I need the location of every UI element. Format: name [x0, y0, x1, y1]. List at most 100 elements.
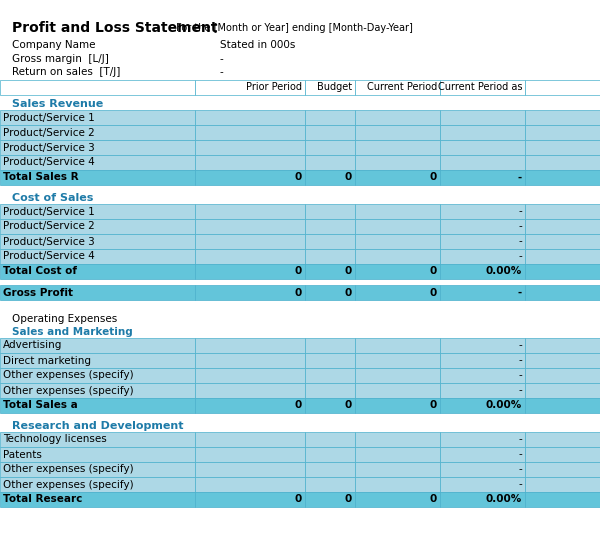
Bar: [525, 477, 600, 492]
Text: For the [Month or Year] ending [Month-Day-Year]: For the [Month or Year] ending [Month-Da…: [173, 23, 413, 33]
Bar: [305, 398, 355, 413]
Text: -: -: [220, 67, 224, 77]
Bar: [305, 204, 355, 219]
Text: -: -: [220, 54, 224, 64]
Text: Current Period: Current Period: [367, 82, 437, 92]
Text: 0: 0: [430, 267, 437, 277]
Text: -: -: [518, 251, 522, 261]
Bar: [195, 234, 305, 249]
Bar: [0, 264, 195, 279]
Text: Product/Service 4: Product/Service 4: [3, 157, 95, 168]
Text: 0.00%: 0.00%: [486, 494, 522, 504]
Text: Technology licenses: Technology licenses: [3, 434, 107, 444]
Bar: [355, 110, 440, 125]
Text: Budget: Budget: [317, 82, 352, 92]
Bar: [305, 140, 355, 155]
Text: Direct marketing: Direct marketing: [3, 355, 91, 366]
Bar: [305, 492, 355, 507]
Bar: [0, 353, 195, 368]
Bar: [525, 368, 600, 383]
Bar: [0, 477, 195, 492]
Bar: [305, 125, 355, 140]
Bar: [355, 462, 440, 477]
Bar: [195, 338, 305, 353]
Text: Sales and Marketing: Sales and Marketing: [12, 327, 133, 337]
Bar: [195, 398, 305, 413]
Text: Other expenses (specify): Other expenses (specify): [3, 480, 134, 490]
Text: Stated in 000s: Stated in 000s: [220, 40, 295, 50]
Bar: [305, 264, 355, 279]
Bar: [355, 353, 440, 368]
Bar: [305, 155, 355, 170]
Text: Profit and Loss Statement: Profit and Loss Statement: [12, 21, 218, 35]
Bar: [355, 140, 440, 155]
Bar: [440, 125, 525, 140]
Bar: [195, 462, 305, 477]
Text: -: -: [518, 386, 522, 395]
Bar: [525, 234, 600, 249]
Text: Gross margin  [L/J]: Gross margin [L/J]: [12, 54, 109, 64]
Bar: [305, 447, 355, 462]
Bar: [195, 477, 305, 492]
Bar: [355, 285, 440, 300]
Text: 0: 0: [295, 494, 302, 504]
Bar: [0, 204, 195, 219]
Bar: [355, 125, 440, 140]
Bar: [0, 140, 195, 155]
Text: Cost of Sales: Cost of Sales: [12, 193, 94, 203]
Bar: [355, 492, 440, 507]
Bar: [440, 353, 525, 368]
Text: 0: 0: [430, 494, 437, 504]
Text: -: -: [518, 173, 522, 183]
Text: Operating Expenses: Operating Expenses: [12, 314, 117, 324]
Bar: [305, 234, 355, 249]
Bar: [525, 80, 600, 95]
Text: Current Period as: Current Period as: [437, 82, 522, 92]
Text: Company Name: Company Name: [12, 40, 95, 50]
Text: 0: 0: [345, 494, 352, 504]
Text: 0: 0: [295, 267, 302, 277]
Text: Other expenses (specify): Other expenses (specify): [3, 386, 134, 395]
Bar: [355, 204, 440, 219]
Bar: [355, 368, 440, 383]
Text: 0: 0: [345, 288, 352, 298]
Bar: [525, 432, 600, 447]
Bar: [195, 368, 305, 383]
Bar: [355, 338, 440, 353]
Text: Sales Revenue: Sales Revenue: [12, 99, 103, 109]
Bar: [525, 264, 600, 279]
Bar: [305, 219, 355, 234]
Bar: [440, 170, 525, 185]
Text: Other expenses (specify): Other expenses (specify): [3, 465, 134, 475]
Bar: [355, 264, 440, 279]
Bar: [195, 249, 305, 264]
Text: Product/Service 1: Product/Service 1: [3, 113, 95, 123]
Text: 0: 0: [295, 173, 302, 183]
Text: 0.00%: 0.00%: [486, 400, 522, 410]
Bar: [305, 249, 355, 264]
Bar: [195, 155, 305, 170]
Text: 0.00%: 0.00%: [486, 267, 522, 277]
Text: Research and Development: Research and Development: [12, 421, 184, 431]
Bar: [195, 110, 305, 125]
Bar: [305, 80, 355, 95]
Bar: [525, 204, 600, 219]
Bar: [305, 285, 355, 300]
Text: 0: 0: [345, 173, 352, 183]
Bar: [0, 155, 195, 170]
Bar: [0, 234, 195, 249]
Bar: [440, 492, 525, 507]
Text: -: -: [518, 355, 522, 366]
Bar: [525, 110, 600, 125]
Bar: [525, 285, 600, 300]
Bar: [305, 338, 355, 353]
Bar: [440, 110, 525, 125]
Bar: [525, 125, 600, 140]
Bar: [355, 155, 440, 170]
Text: Total Sales a: Total Sales a: [3, 400, 78, 410]
Bar: [305, 368, 355, 383]
Bar: [0, 249, 195, 264]
Bar: [440, 368, 525, 383]
Bar: [440, 477, 525, 492]
Bar: [0, 383, 195, 398]
